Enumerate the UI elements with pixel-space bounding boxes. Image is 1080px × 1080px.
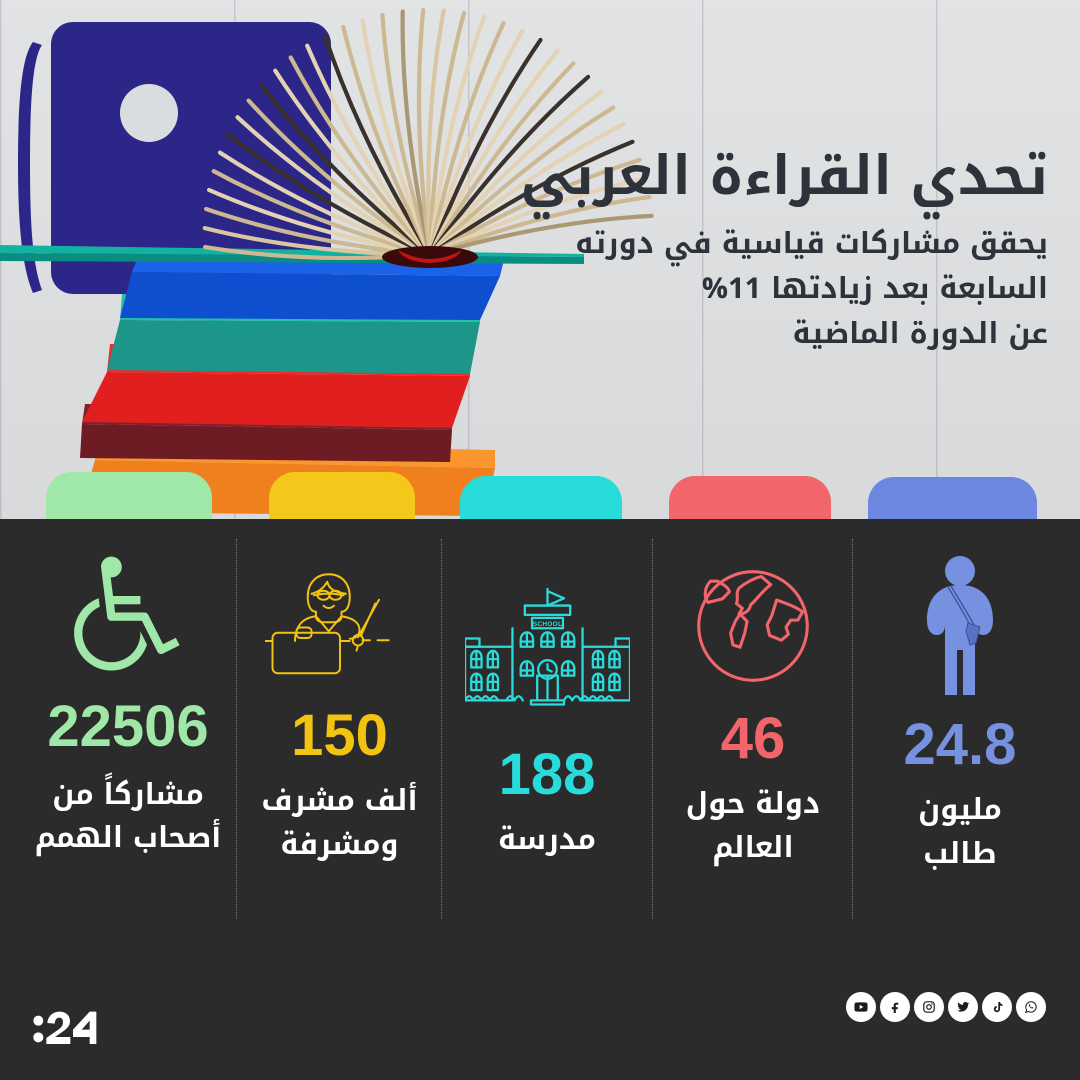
svg-text:SCHOOL: SCHOOL [532, 621, 561, 628]
